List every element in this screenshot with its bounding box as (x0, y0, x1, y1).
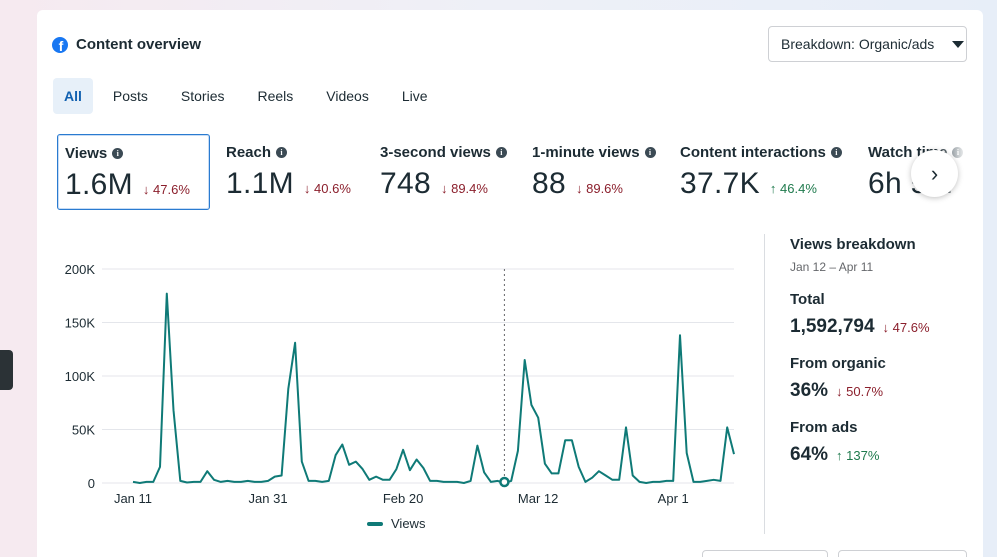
metric-card-reach[interactable]: Reach i 1.1M ↓ 40.6% (226, 134, 366, 210)
arrow-down-icon: ↓ (836, 384, 847, 399)
arrow-up-icon: ↑ (836, 448, 847, 463)
tab-posts[interactable]: Posts (112, 88, 148, 104)
metric-card-1-minute-views[interactable]: 1-minute views i 88 ↓ 89.6% (532, 134, 667, 210)
metric-value: 88 (532, 167, 566, 200)
breakdown-ads: From ads 64% ↑ 137% (790, 419, 879, 466)
tab-reels[interactable]: Reels (257, 88, 294, 104)
card-header: f Content overview (52, 36, 201, 53)
metric-delta: ↓ 89.4% (440, 181, 488, 196)
y-tick-label: 100K (65, 369, 96, 384)
organic-value: 36% (790, 380, 829, 401)
arrow-down-icon: ↓ (575, 181, 587, 196)
ads-delta: ↑ 137% (836, 448, 880, 463)
metric-value: 1.1M (226, 167, 294, 200)
content-overview-card: f Content overview Breakdown: Organic/ad… (37, 10, 983, 557)
total-delta: ↓ 47.6% (882, 320, 930, 335)
metric-value: 37.7K (680, 167, 760, 200)
ads-value: 64% (790, 444, 829, 465)
metric-value: 1.6M (65, 168, 133, 201)
arrow-down-icon: ↓ (142, 182, 154, 197)
card-title: Content overview (76, 36, 202, 53)
x-tick-label: Apr 1 (658, 491, 689, 506)
y-tick-label: 0 (88, 476, 95, 491)
x-tick-label: Jan 11 (114, 491, 152, 506)
y-tick-label: 150K (65, 316, 96, 331)
breakdown-dropdown[interactable]: Breakdown: Organic/ads (768, 26, 967, 62)
tab-stories[interactable]: Stories (180, 88, 225, 104)
legend-label: Views (391, 516, 426, 531)
arrow-down-icon: ↓ (440, 181, 452, 196)
info-icon[interactable]: i (830, 147, 842, 158)
organic-label: From organic (790, 355, 886, 372)
metric-value: 748 (380, 167, 431, 200)
info-icon[interactable]: i (495, 147, 507, 158)
date-marker-point[interactable] (499, 476, 510, 488)
metric-card-3-second-views[interactable]: 3-second views i 748 ↓ 89.4% (380, 134, 520, 210)
metric-label: 3-second views (380, 144, 491, 161)
tab-live[interactable]: Live (401, 88, 428, 104)
metric-card-views[interactable]: Views i 1.6M ↓ 47.6% (57, 134, 210, 210)
breakdown-organic: From organic 36% ↓ 50.7% (790, 355, 886, 402)
breakdown-title: Views breakdown (790, 236, 916, 253)
info-icon[interactable]: i (644, 147, 656, 158)
metric-delta: ↓ 89.6% (575, 181, 623, 196)
metric-label: Reach (226, 144, 272, 161)
info-icon[interactable]: i (112, 148, 124, 159)
info-icon[interactable]: i (276, 147, 288, 158)
metric-label: Views (65, 145, 108, 162)
x-tick-label: Jan 31 (249, 491, 288, 506)
chevron-right-icon: › (930, 160, 939, 186)
metric-delta: ↑ 46.4% (769, 181, 817, 196)
breakdown-panel: Views breakdown Jan 12 – Apr 11 (790, 236, 916, 274)
total-value: 1,592,794 (790, 316, 875, 337)
series-line-views (132, 292, 735, 484)
bottom-action-button-2[interactable] (838, 550, 967, 557)
facebook-icon: f (52, 36, 68, 53)
metric-delta: ↓ 47.6% (142, 182, 190, 197)
legend-swatch (367, 521, 383, 526)
chart-legend: Views (367, 516, 425, 531)
metric-delta: ↓ 40.6% (303, 181, 351, 196)
views-line-chart: 200K 150K 100K 50K 0 Jan 11 Jan 31 Feb 20 Mar 1… (65, 262, 735, 506)
metric-label: Content interactions (680, 144, 826, 161)
metric-label: 1-minute views (532, 144, 640, 161)
metric-card-content-interactions[interactable]: Content interactions i 37.7K ↑ 46.4% (680, 134, 860, 210)
breakdown-dropdown-label: Breakdown: Organic/ads (781, 36, 935, 52)
y-tick-label: 200K (65, 262, 96, 277)
content-type-tabs: All Posts Stories Reels Videos Live (53, 78, 450, 114)
side-panel-handle[interactable] (0, 350, 13, 390)
arrow-down-icon: ↓ (882, 320, 893, 335)
bottom-action-button-1[interactable] (702, 550, 828, 557)
arrow-up-icon: ↑ (769, 181, 781, 196)
caret-down-icon (952, 40, 965, 48)
x-tick-label: Feb 20 (383, 491, 423, 506)
x-tick-label: Mar 12 (518, 491, 558, 506)
total-label: Total (790, 291, 825, 308)
y-tick-label: 50K (72, 423, 95, 438)
tab-all[interactable]: All (53, 78, 93, 114)
breakdown-total: Total 1,592,794 ↓ 47.6% (790, 291, 930, 338)
ads-label: From ads (790, 419, 858, 436)
arrow-down-icon: ↓ (303, 181, 315, 196)
section-divider (764, 234, 765, 534)
scroll-right-button[interactable]: › (911, 150, 958, 197)
tab-videos[interactable]: Videos (326, 88, 369, 104)
breakdown-date-range: Jan 12 – Apr 11 (790, 260, 874, 274)
organic-delta: ↓ 50.7% (836, 384, 884, 399)
